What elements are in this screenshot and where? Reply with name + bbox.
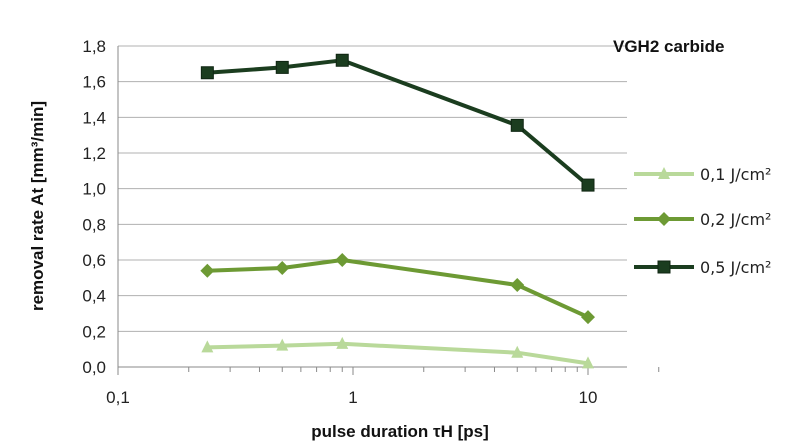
x-tick-label: 1 xyxy=(348,388,357,407)
data-point xyxy=(336,336,349,349)
data-point xyxy=(335,253,350,267)
y-tick-label: 1,0 xyxy=(82,180,106,199)
legend: 0,1 J/cm² 0,2 J/cm² 0,5 J/cm² xyxy=(634,165,771,277)
legend-label-3: 0,5 J/cm² xyxy=(700,258,771,277)
y-tick-label: 1,8 xyxy=(82,37,106,56)
data-point xyxy=(201,340,214,353)
y-tick-label: 0,6 xyxy=(82,251,106,270)
gridlines xyxy=(118,45,627,332)
chart-title: VGH2 carbide xyxy=(613,37,725,56)
data-point xyxy=(335,53,349,67)
y-tick-label: 0,2 xyxy=(82,322,106,341)
legend-label-1: 0,1 J/cm² xyxy=(700,165,771,184)
y-tick-label: 1,4 xyxy=(82,108,106,127)
x-tick-label: 10 xyxy=(579,388,598,407)
data-point xyxy=(581,310,595,325)
data-point xyxy=(200,263,215,278)
data-point xyxy=(510,118,524,132)
series-line-3 xyxy=(207,58,590,187)
data-point xyxy=(511,345,524,358)
data-point xyxy=(276,338,289,351)
y-tick-label: 1,2 xyxy=(82,144,106,163)
data-point xyxy=(275,60,289,74)
legend-marker-1 xyxy=(658,167,670,179)
x-tick-label: 0,1 xyxy=(106,388,130,407)
legend-label-2: 0,2 J/cm² xyxy=(700,210,771,229)
y-axis-title: removal rate At [mm³/min] xyxy=(28,101,47,311)
x-tick-labels: 0,1 1 10 xyxy=(106,388,597,407)
data-point xyxy=(275,261,290,276)
series-line-1 xyxy=(207,341,589,366)
series-line-2 xyxy=(207,258,589,319)
legend-marker-2 xyxy=(657,212,671,226)
y-tick-label: 1,6 xyxy=(82,73,106,92)
data-point xyxy=(582,356,594,369)
axes xyxy=(117,46,660,375)
y-tick-label: 0,0 xyxy=(82,358,106,377)
y-tick-label: 0,8 xyxy=(82,215,106,234)
legend-marker-3 xyxy=(657,260,671,274)
x-axis-title: pulse duration τH [ps] xyxy=(311,422,489,441)
y-tick-label: 0,4 xyxy=(82,287,106,306)
data-point xyxy=(200,66,214,80)
data-point xyxy=(581,178,595,192)
data-point xyxy=(510,277,525,292)
series-group xyxy=(200,53,595,369)
y-tick-labels: 0,0 0,2 0,4 0,6 0,8 1,0 1,2 1,4 1,6 1,8 xyxy=(82,37,106,377)
